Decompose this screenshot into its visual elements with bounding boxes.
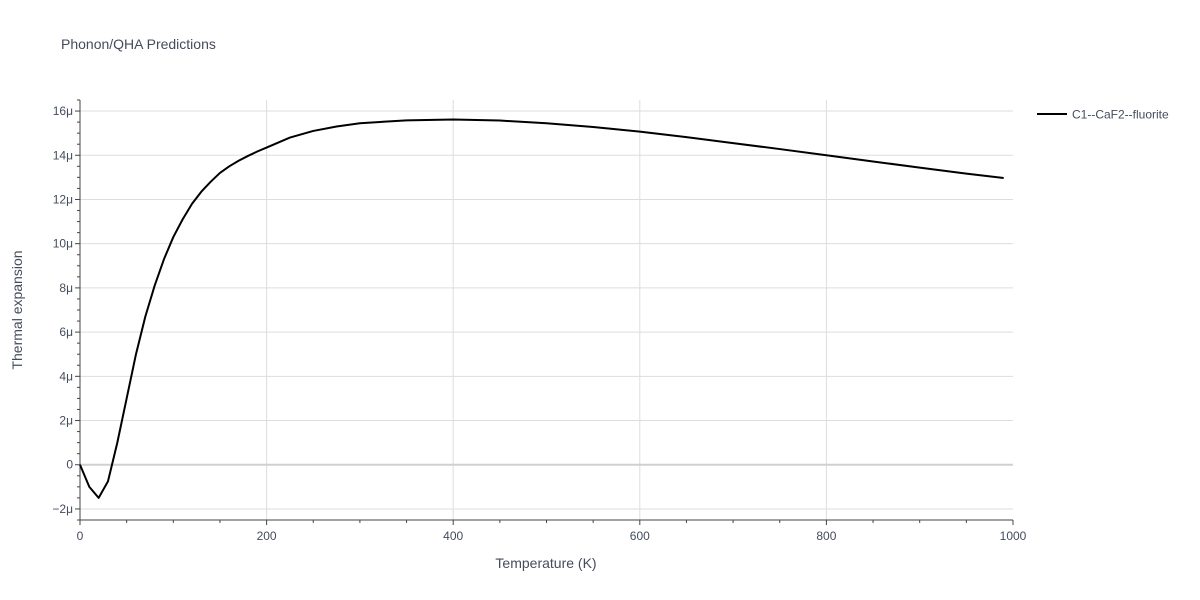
minor-ticks [75,99,1014,525]
x-tick-label: 800 [816,529,836,543]
axes [79,100,1013,521]
legend-label: C1--CaF2--fluorite [1072,108,1169,122]
y-tick-label: 8μ [59,281,73,295]
x-tick-label: 600 [630,529,650,543]
y-tick-label: 14μ [53,148,73,162]
y-tick-label: 0 [66,458,73,472]
y-tick-label: 4μ [59,369,73,383]
chart-title: Phonon/QHA Predictions [61,36,216,52]
series-group [79,118,1004,499]
y-tick-labels: −2μ 0 2μ 4μ 6μ 8μ 10μ 12μ 14μ 16μ [52,104,73,516]
y-axis-title: Thermal expansion [9,250,25,369]
grid-lines [80,100,1013,520]
x-tick-label: 400 [443,529,463,543]
x-axis-title: Temperature (K) [495,555,596,571]
x-tick-labels: 0 200 400 600 800 1000 [77,529,1027,543]
y-tick-label: 16μ [53,104,73,118]
y-tick-label: 12μ [53,192,73,206]
y-tick-label: 2μ [59,414,73,428]
legend[interactable]: C1--CaF2--fluorite [1037,108,1169,122]
x-tick-label: 0 [77,529,84,543]
y-tick-label: −2μ [52,502,73,516]
series-line [79,118,1004,499]
x-tick-label: 200 [257,529,277,543]
y-tick-label: 10μ [53,237,73,251]
x-tick-label: 1000 [1000,529,1027,543]
y-tick-label: 6μ [59,325,73,339]
